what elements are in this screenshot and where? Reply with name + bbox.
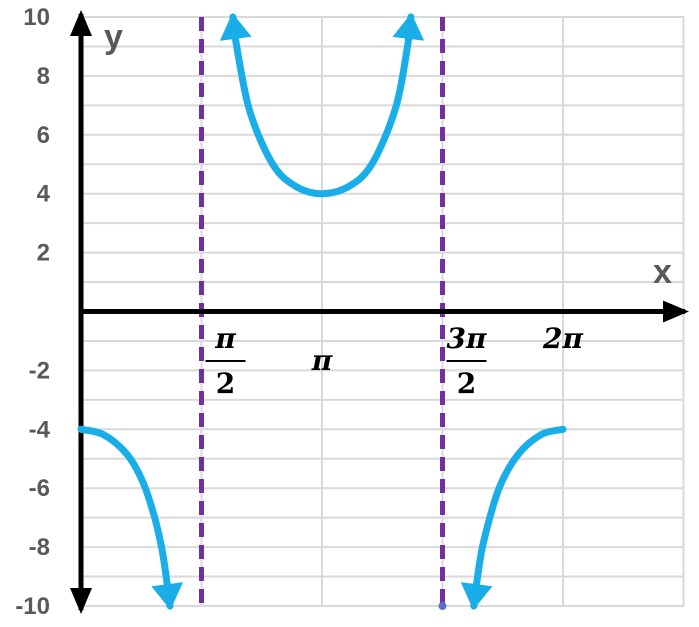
y-tick-label: -2 [29, 357, 50, 384]
x-tick-numerator: π [214, 322, 236, 355]
x-tick-label: π [311, 344, 333, 377]
y-tick-label: 8 [37, 63, 50, 90]
axes [70, 10, 689, 614]
y-tick-label: -10 [15, 593, 50, 620]
asymptote-end-dot [438, 602, 447, 610]
y-tick-label: 2 [37, 240, 50, 267]
x-tick-denominator: 2 [457, 367, 476, 400]
y-tick-label: -6 [29, 475, 50, 502]
curve-branch [460, 425, 567, 610]
curve-branch [219, 13, 425, 198]
y-tick-label: 4 [37, 181, 51, 208]
x-tick-denominator: 2 [216, 367, 235, 400]
curves [77, 13, 567, 610]
y-tick-label: 6 [37, 122, 50, 149]
x-axis-label: x [653, 253, 672, 291]
x-tick-label: 2π [542, 322, 583, 355]
y-axis-label: y [104, 18, 123, 56]
curve-branch [77, 425, 184, 610]
y-tick-label: 10 [23, 4, 50, 31]
y-tick-label: -8 [29, 534, 50, 561]
y-tick-label: -4 [29, 416, 51, 443]
x-tick-numerator: 3π [447, 322, 487, 355]
